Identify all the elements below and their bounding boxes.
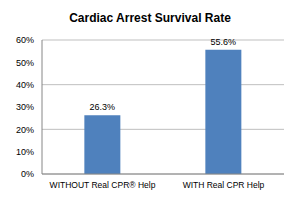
html-text:Cardiac Arrest Survival Rate: Cardiac Arrest Survival Rate (69, 11, 231, 25)
svg-text:50%: 50% (16, 58, 34, 68)
svg-text:55.6%: 55.6% (211, 37, 237, 47)
svg-text:26.3%: 26.3% (90, 102, 116, 112)
svg-text:WITHOUT Real CPR® Help: WITHOUT Real CPR® Help (50, 180, 156, 190)
svg-text:30%: 30% (16, 102, 34, 112)
svg-text:40%: 40% (16, 80, 34, 90)
svg-text:WITH Real CPR Help: WITH Real CPR Help (183, 180, 265, 190)
svg-text:20%: 20% (16, 125, 34, 135)
svg-text:10%: 10% (16, 147, 34, 157)
svg-text:0%: 0% (21, 169, 34, 179)
svg-text:60%: 60% (16, 35, 34, 45)
